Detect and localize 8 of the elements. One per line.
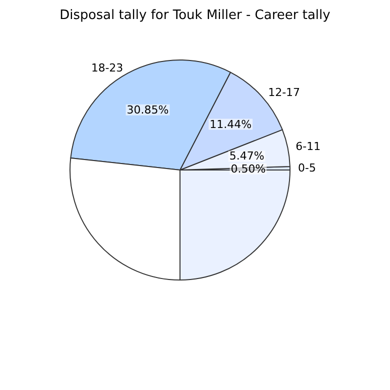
slice-label: 0-5: [298, 162, 316, 175]
slice-label: 12-17: [268, 86, 300, 99]
data-label: 30.85%: [126, 103, 169, 116]
data-label: 5.47%: [229, 150, 264, 163]
chart-title: Disposal tally for Touk Miller - Career tally: [60, 8, 331, 23]
slice-label: 6-11: [296, 140, 321, 154]
data-label: 11.44%: [210, 118, 252, 131]
slice-label: 18-23: [91, 61, 124, 74]
